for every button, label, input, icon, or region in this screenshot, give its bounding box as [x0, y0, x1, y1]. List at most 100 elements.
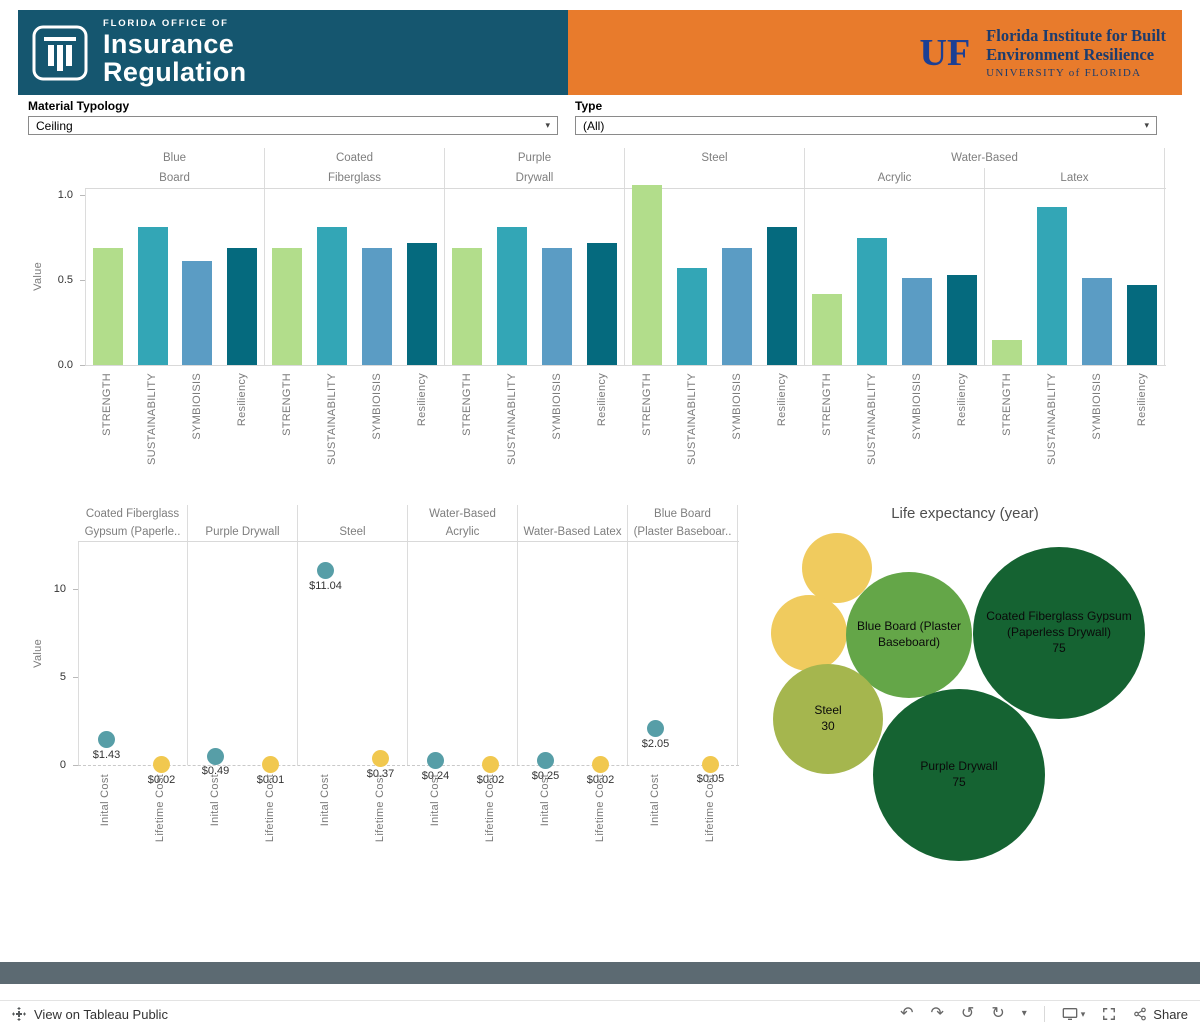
- x-tick-group: STRENGTH SUSTAINABILITY SYMBIOISIS Resilien…: [985, 366, 1165, 484]
- horizontal-scrollbar[interactable]: [0, 962, 1200, 984]
- bar-symbioisis[interactable]: [721, 247, 752, 365]
- bar-pane-coated-fiberglass: [265, 189, 445, 365]
- bar-symbioisis[interactable]: [901, 278, 932, 365]
- y-tick-label: 0.5: [57, 274, 73, 286]
- x-tick-label: Inital Cost: [209, 774, 222, 827]
- cost-header-row1: Coated Fiberglass Water-Based Blue Board: [78, 505, 739, 523]
- column-header: Coated Fiberglass: [78, 505, 188, 523]
- bubble-chart-title: Life expectancy (year): [891, 505, 1039, 522]
- cost-pane-blue-board-plaster-baseboard: $2.05 $0.05: [628, 542, 738, 785]
- bar-sustainability[interactable]: [497, 227, 528, 365]
- x-tick-label: STRENGTH: [101, 373, 114, 436]
- bar-symbioisis[interactable]: [361, 247, 392, 365]
- x-tick-label: STRENGTH: [641, 373, 654, 436]
- top-chart-main: Blue Coated Purple Steel Water-Based Board Fi…: [85, 148, 1166, 484]
- y-tick-mark: [80, 280, 85, 281]
- bubble-coated-fiberglass-gypsum-paperless-drywall[interactable]: Coated Fiberglass Gypsum (Paperless Dryw…: [973, 547, 1145, 719]
- mark-inital-cost[interactable]: [317, 562, 334, 580]
- x-tick-label: STRENGTH: [281, 373, 294, 436]
- bar-strength[interactable]: [812, 293, 843, 365]
- bar-strength[interactable]: [272, 247, 303, 365]
- type-label: Type: [575, 99, 603, 113]
- column-header: (Plaster Baseboar..: [628, 523, 738, 541]
- bar-strength[interactable]: [992, 339, 1023, 365]
- x-tick-label: SYMBIOISIS: [551, 373, 564, 440]
- top-plot: [85, 184, 1166, 366]
- mark-inital-cost[interactable]: [98, 731, 115, 749]
- bubble-unlabeled[interactable]: [802, 533, 872, 603]
- x-tick-label: Resiliency: [236, 373, 249, 427]
- institute-name-line2: Environment Resilience: [986, 45, 1155, 64]
- bar-strength[interactable]: [452, 247, 483, 365]
- mark-value-label: $1.43: [92, 748, 121, 761]
- mark-inital-cost[interactable]: [537, 752, 554, 770]
- undo-icon[interactable]: ↶: [900, 1005, 914, 1022]
- bar-strength[interactable]: [93, 247, 124, 365]
- bar-sustainability[interactable]: [1037, 206, 1068, 365]
- auto-update-caret-icon[interactable]: ▾: [1021, 1008, 1027, 1019]
- type-select[interactable]: (All) ▾: [575, 116, 1157, 135]
- bubble-blue-board-plaster-baseboard[interactable]: Blue Board (Plaster Baseboard): [846, 572, 972, 698]
- bar-symbioisis[interactable]: [541, 247, 572, 365]
- mark-inital-cost[interactable]: [647, 720, 664, 738]
- bar-symbioisis[interactable]: [182, 261, 213, 365]
- mark-inital-cost[interactable]: [427, 752, 444, 770]
- bar-resiliency[interactable]: [586, 242, 617, 365]
- x-tick-label: Inital Cost: [539, 774, 552, 827]
- mark-lifetime-cost[interactable]: [262, 756, 279, 774]
- y-tick-label: 0: [59, 759, 66, 771]
- view-on-tableau-public-link[interactable]: View on Tableau Public: [12, 1007, 168, 1022]
- x-tick-label: Lifetime Cost: [264, 774, 277, 843]
- bar-sustainability[interactable]: [137, 227, 168, 365]
- bubble-unlabeled[interactable]: [771, 595, 847, 671]
- bar-sustainability[interactable]: [677, 268, 708, 365]
- bar-strength[interactable]: [632, 184, 663, 365]
- x-tick-label: SUSTAINABILITY: [506, 373, 519, 466]
- mark-lifetime-cost[interactable]: [702, 755, 719, 773]
- tableau-toolbar: View on Tableau Public ↶ ↷ ↺ ↻ ▾ ▾: [0, 1000, 1200, 1027]
- bar-symbioisis[interactable]: [1081, 278, 1112, 365]
- cost-chart-main: Coated Fiberglass Water-Based Blue Board G…: [78, 505, 739, 866]
- cost-xaxis: Inital Cost Lifetime Cost Inital Cost Lifet…: [78, 766, 739, 866]
- bar-sustainability[interactable]: [857, 237, 888, 365]
- bubble-value: 75: [1052, 641, 1066, 656]
- mark-value-label: $0.24: [421, 769, 450, 782]
- column-header: Steel: [298, 523, 408, 541]
- column-header: Fiberglass: [265, 168, 445, 188]
- bar-resiliency[interactable]: [226, 247, 257, 365]
- mark-lifetime-cost[interactable]: [153, 756, 170, 774]
- oir-title-line1: Insurance: [103, 29, 235, 60]
- column-header: Water-Based: [408, 505, 518, 523]
- x-tick-label: SUSTAINABILITY: [866, 373, 879, 466]
- bar-resiliency[interactable]: [766, 227, 797, 365]
- tableau-logo-icon: [12, 1007, 26, 1021]
- bar-sustainability[interactable]: [317, 227, 348, 365]
- oir-eyebrow: FLORIDA OFFICE OF: [103, 18, 229, 30]
- dropdown-caret-icon: ▾: [545, 120, 550, 130]
- mark-inital-cost[interactable]: [207, 747, 224, 765]
- x-tick-group: STRENGTH SUSTAINABILITY SYMBIOISIS Resilien…: [445, 366, 625, 484]
- bar-resiliency[interactable]: [1126, 285, 1157, 365]
- bubble-value: 75: [952, 775, 966, 790]
- refresh-icon[interactable]: ↻: [991, 1005, 1005, 1022]
- redo-icon[interactable]: ↷: [930, 1005, 944, 1022]
- fullscreen-button[interactable]: [1102, 1007, 1116, 1021]
- mark-lifetime-cost[interactable]: [372, 750, 389, 767]
- institute-name-line1: Florida Institute for Built: [986, 25, 1166, 45]
- bar-resiliency[interactable]: [406, 242, 437, 365]
- mark-lifetime-cost[interactable]: [592, 756, 609, 774]
- share-button[interactable]: Share: [1133, 1007, 1188, 1022]
- x-tick-label: SUSTAINABILITY: [686, 373, 699, 466]
- device-layout-button[interactable]: ▾: [1062, 1007, 1085, 1021]
- bar-pane-water-based-latex: [985, 189, 1165, 365]
- material-typology-select[interactable]: Ceiling ▾: [28, 116, 558, 135]
- cost-pane-water-based-latex: $0.25 $0.02: [518, 542, 628, 786]
- mark-lifetime-cost[interactable]: [482, 756, 499, 774]
- y-tick-label: 1.0: [57, 189, 73, 201]
- replay-icon[interactable]: ↺: [960, 1005, 975, 1022]
- bubble-purple-drywall[interactable]: Purple Drywall 75: [873, 689, 1045, 861]
- x-tick-label: Resiliency: [416, 373, 429, 427]
- bubble-steel[interactable]: Steel 30: [773, 664, 883, 774]
- bar-resiliency[interactable]: [946, 274, 977, 365]
- x-tick-label: STRENGTH: [461, 373, 474, 436]
